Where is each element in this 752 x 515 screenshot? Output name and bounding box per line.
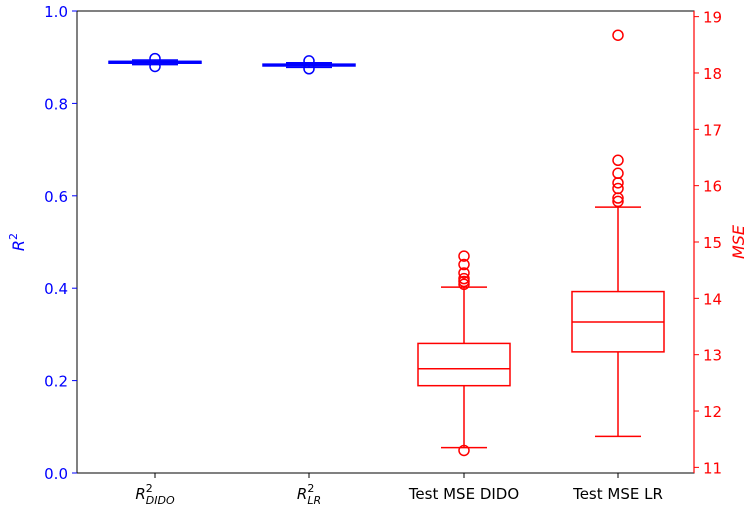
x-axis-tick-label: R2 LR [297,482,321,507]
right-axis-tick-label: 19 [703,9,722,27]
outlier-point [612,29,624,41]
left-axis-tick-label: 0.8 [44,95,68,113]
x-axis-tick-label: Test MSE LR [572,485,663,503]
left-axis-tick-label: 0.6 [44,188,68,206]
outlier-point [612,154,624,167]
outlier-point [612,167,624,180]
outlier-point [149,52,161,65]
plot-area [76,10,695,474]
left-axis-label: R2 [7,233,28,251]
outlier-point [458,258,470,271]
box-2 [417,250,511,457]
right-axis-label: MSE [729,224,748,259]
x-axis-tick-label: Test MSE DIDO [408,485,519,503]
right-axis-tick-label: 14 [703,290,722,308]
right-axis-tick-label: 13 [703,347,722,365]
right-axis-tick-label: 17 [703,121,722,139]
box-1 [262,55,356,75]
box-iqr [417,342,511,387]
outlier-point [303,55,315,67]
right-axis-tick-label: 18 [703,65,722,83]
left-axis-tick-label: 1.0 [44,3,68,21]
outlier-point [458,272,470,285]
right-axis-tick-label: 15 [703,234,722,252]
outlier-point [458,267,470,279]
outlier-point [303,63,315,75]
left-axis-tick-label: 0.0 [44,465,68,483]
outlier-point [458,250,470,262]
outlier-point [612,195,624,208]
boxes [108,29,665,457]
right-axis-tick-label: 16 [703,178,722,196]
x-axis-tick-label: R2 DIDO [135,482,175,507]
left-axis-tick-label: 0.2 [44,373,68,391]
box-3 [571,29,665,438]
left-axis: 0.0 0.2 0.4 0.6 0.8 1.0 [44,3,78,483]
left-axis-tick-label: 0.4 [44,280,68,298]
right-axis-tick-label: 11 [703,459,722,477]
right-axis-tick-label: 12 [703,403,722,421]
outlier-point [458,444,470,457]
right-axis: 11 12 13 14 15 16 17 18 19 [693,9,722,477]
x-axis: R2 DIDO R2 LR Test MSE DIDO Test MSE LR [135,473,663,507]
outlier-point [612,182,624,195]
box-0 [108,52,202,73]
plot-frame [76,10,695,474]
outlier-point [149,60,161,73]
